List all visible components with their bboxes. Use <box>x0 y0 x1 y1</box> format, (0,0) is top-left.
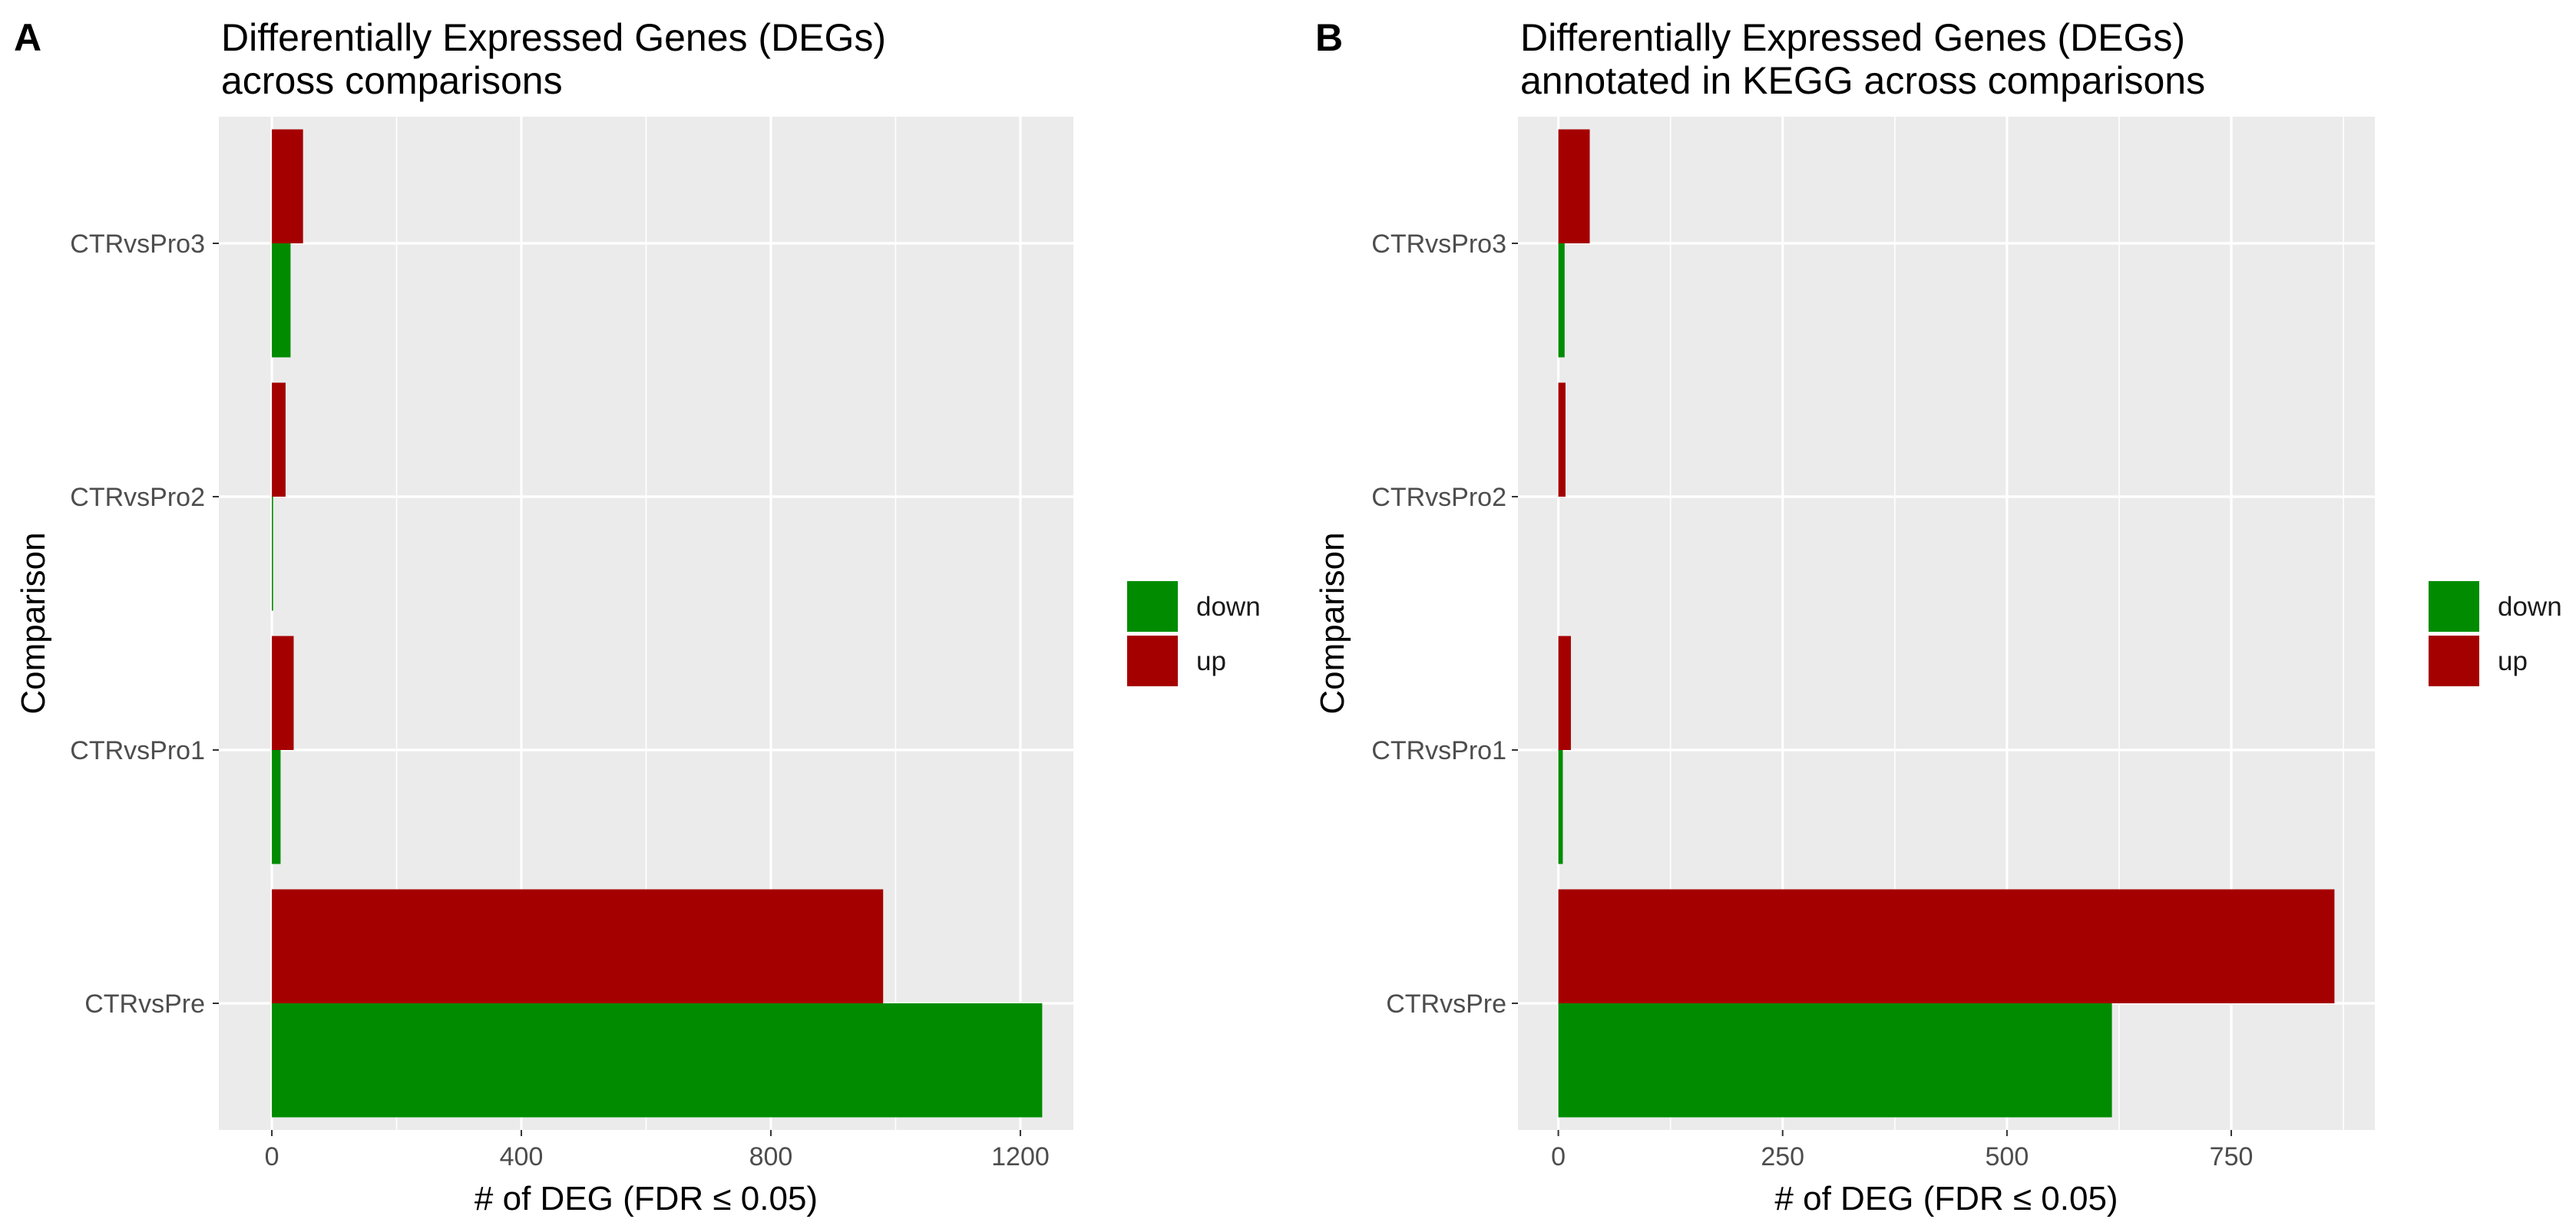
bar-up-ctrvspro2 <box>272 382 286 497</box>
bar-down-ctrvspre <box>272 1003 1043 1118</box>
y-tick-label: CTRvsPro2 <box>1371 483 1506 512</box>
x-axis-title: # of DEG (FDR ≤ 0.05) <box>1774 1180 2118 1217</box>
legend: down up <box>2429 581 2562 686</box>
legend-label-down: down <box>1196 592 1261 622</box>
bar-down-ctrvspre <box>1558 1003 2112 1118</box>
legend-label-up: up <box>2498 646 2528 676</box>
bar-down-ctrvspro1 <box>1558 750 1563 864</box>
legend-swatch-up <box>2429 636 2479 686</box>
legend-swatch-up <box>1127 636 1178 686</box>
y-tick-label: CTRvsPro1 <box>1371 736 1506 765</box>
chart-title-line: across comparisons <box>221 59 563 102</box>
bar-up-ctrvspro1 <box>272 636 294 750</box>
bar-up-ctrvspro2 <box>1558 382 1566 497</box>
x-tick-label: 0 <box>265 1142 279 1171</box>
bar-down-ctrvspro1 <box>272 750 281 864</box>
bar-down-ctrvspro2 <box>272 497 273 611</box>
legend: down up <box>1127 581 1261 686</box>
bar-down-ctrvspro3 <box>1558 243 1565 358</box>
bar-up-ctrvspro3 <box>272 129 303 243</box>
bar-down-ctrvspro3 <box>272 243 291 358</box>
y-axis-title: Comparison <box>1314 532 1351 714</box>
bar-up-ctrvspre <box>1558 889 2335 1003</box>
bar-up-ctrvspre <box>272 889 884 1003</box>
chart-title-line: Differentially Expressed Genes (DEGs) <box>1520 16 2185 59</box>
panel-letter: A <box>14 16 41 59</box>
legend-label-up: up <box>1196 646 1226 676</box>
x-tick-label: 800 <box>749 1142 793 1171</box>
legend-label-down: down <box>2498 592 2562 622</box>
x-tick-label: 750 <box>2210 1142 2254 1171</box>
y-tick-label: CTRvsPro3 <box>1371 230 1506 259</box>
chart-panel-b: B Differentially Expressed Genes (DEGs)an… <box>1314 16 2562 1217</box>
chart-panel-a: A Differentially Expressed Genes (DEGs)ac… <box>14 16 1261 1217</box>
y-tick-label: CTRvsPre <box>1386 989 1506 1019</box>
y-axis-title: Comparison <box>15 532 52 714</box>
x-tick-label: 0 <box>1551 1142 1566 1171</box>
x-tick-label: 400 <box>500 1142 544 1171</box>
x-tick-label: 250 <box>1761 1142 1804 1171</box>
bar-up-ctrvspro3 <box>1558 129 1590 243</box>
y-tick-label: CTRvsPre <box>84 989 205 1019</box>
bar-up-ctrvspro1 <box>1558 636 1571 750</box>
x-tick-label: 500 <box>1986 1142 2029 1171</box>
x-tick-label: 1200 <box>991 1142 1050 1171</box>
panel-letter: B <box>1315 16 1343 59</box>
chart-title-line: annotated in KEGG across comparisons <box>1520 59 2205 102</box>
legend-swatch-down <box>1127 581 1178 632</box>
y-tick-label: CTRvsPro1 <box>70 736 205 765</box>
y-tick-label: CTRvsPro3 <box>70 230 205 259</box>
x-axis-title: # of DEG (FDR ≤ 0.05) <box>475 1180 818 1217</box>
legend-swatch-down <box>2429 581 2479 632</box>
y-tick-label: CTRvsPro2 <box>70 483 205 512</box>
chart-title-line: Differentially Expressed Genes (DEGs) <box>221 16 886 59</box>
